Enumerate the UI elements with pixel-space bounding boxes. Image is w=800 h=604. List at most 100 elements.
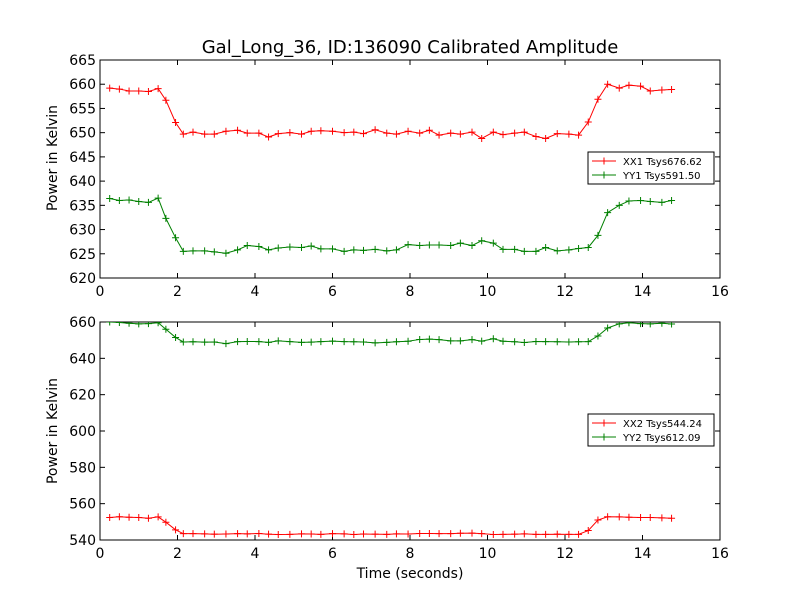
bottom-series-1-point xyxy=(162,518,170,526)
top-series-1-point xyxy=(489,128,497,136)
top-series-1-point xyxy=(499,131,507,139)
bottom-series-2-point xyxy=(511,338,519,346)
bottom-y-tick-label: 600 xyxy=(69,424,96,440)
top-series-2-point xyxy=(468,242,476,250)
top-series-1-point xyxy=(435,131,443,139)
bottom-series-1-point xyxy=(456,529,464,537)
bottom-series-2-point xyxy=(416,335,424,343)
bottom-series-1-point xyxy=(135,513,143,521)
top-plot-panel: 0 2 4 6 8 10 12 14 16 620 625 630 635 640 645 650 655 660… xyxy=(69,53,729,300)
chart-title: Gal_Long_36, ID:136090 Calibrated Amplit… xyxy=(202,37,619,58)
top-series-2-point xyxy=(222,249,230,257)
bottom-series-1-point xyxy=(298,530,305,538)
bottom-series-2-point xyxy=(189,338,197,346)
top-series-1-point xyxy=(584,118,592,126)
bottom-series-2-point xyxy=(542,338,550,346)
bottom-series-2-point xyxy=(478,337,486,345)
bottom-series-2-point xyxy=(604,324,612,332)
bottom-series-2-point xyxy=(172,333,180,341)
bottom-series-1-point xyxy=(371,530,379,538)
top-y-axis-label: Power in Kelvin xyxy=(45,105,61,211)
bottom-series-2-point xyxy=(435,336,443,344)
top-series-2-point xyxy=(210,248,218,256)
bottom-series-1-point xyxy=(553,530,561,538)
top-series-2-point xyxy=(265,246,273,254)
top-series-1-point xyxy=(210,130,218,138)
top-series-2-point xyxy=(340,247,348,255)
bottom-series-1-point xyxy=(265,530,273,538)
bottom-series-1-point xyxy=(243,530,251,538)
top-x-tick-label: 6 xyxy=(328,284,337,300)
top-series-1-point xyxy=(565,130,573,138)
bottom-series-1-point xyxy=(179,530,187,538)
bottom-x-axis-label: Time (seconds) xyxy=(356,566,464,582)
top-series-2-point xyxy=(125,196,133,204)
top-series-1-point xyxy=(234,126,242,134)
top-series-group xyxy=(106,80,676,257)
bottom-series-2-point xyxy=(243,337,251,345)
bottom-series-2-point xyxy=(468,336,476,344)
top-series-1-point xyxy=(222,127,230,135)
bottom-series-1-point xyxy=(625,513,633,521)
top-x-tick-label: 4 xyxy=(251,284,260,300)
bottom-series-2-point xyxy=(447,337,455,345)
bottom-series-2-point xyxy=(179,338,187,346)
bottom-series-1-point xyxy=(360,530,367,538)
top-series-2-point xyxy=(179,247,187,255)
top-y-tick-label: 635 xyxy=(69,198,96,214)
top-series-1-point xyxy=(125,87,133,95)
bottom-y-tick-label: 660 xyxy=(69,315,96,331)
top-series-2-point xyxy=(584,243,592,251)
bottom-series-2-point xyxy=(222,340,230,348)
top-series-1-point xyxy=(447,129,455,137)
top-legend-marker-2 xyxy=(600,171,608,179)
top-series-line-2 xyxy=(109,197,672,254)
top-series-2-point xyxy=(658,198,666,206)
top-y-tick-label: 625 xyxy=(69,247,96,263)
top-series-2-point xyxy=(243,242,251,250)
bottom-x-tick-label: 0 xyxy=(96,546,105,562)
bottom-series-1-point xyxy=(575,530,583,538)
bottom-series-1-point xyxy=(404,530,412,538)
bottom-series-1-point xyxy=(468,529,476,537)
top-series-2-point xyxy=(511,245,519,253)
bottom-series-2-point xyxy=(234,338,242,346)
bottom-series-1-point xyxy=(392,530,400,538)
bottom-legend-box xyxy=(587,413,715,447)
bottom-series-line-2 xyxy=(109,322,672,345)
top-y-tick-label: 660 xyxy=(69,77,96,93)
top-series-2-point xyxy=(435,241,443,249)
top-series-1-point xyxy=(298,130,305,138)
bottom-x-tick-label: 4 xyxy=(251,546,260,562)
top-series-2-point xyxy=(646,197,654,205)
top-series-2-point xyxy=(350,246,358,254)
bottom-series-2-point xyxy=(584,338,592,346)
bottom-series-2-point xyxy=(532,337,540,345)
top-legend-marker-1 xyxy=(600,157,608,165)
bottom-series-1-point xyxy=(615,513,623,521)
top-y-tick-label: 655 xyxy=(69,101,96,117)
top-series-2-point xyxy=(447,242,455,250)
top-series-1-point xyxy=(404,127,412,135)
bottom-series-2-point xyxy=(392,338,400,346)
bottom-series-2-point xyxy=(350,338,358,346)
top-series-1-point xyxy=(542,134,550,142)
bottom-series-2-point xyxy=(625,322,633,327)
bottom-series-2-point xyxy=(274,337,282,345)
top-series-line-1 xyxy=(109,83,672,140)
bottom-series-1-point xyxy=(565,530,573,538)
top-series-1-point xyxy=(162,96,170,104)
bottom-legend: XX2 Tsys544.24 YY2 Tsys612.09 xyxy=(587,413,715,447)
top-series-1-point xyxy=(456,130,464,138)
top-series-1-point xyxy=(201,130,209,138)
bottom-series-1-point xyxy=(340,530,348,538)
bottom-series-2-point xyxy=(255,338,263,346)
bottom-series-2-point xyxy=(298,338,305,346)
bottom-series-2-point xyxy=(371,339,379,347)
bottom-series-2-point xyxy=(125,322,133,327)
bottom-series-1-point xyxy=(307,530,315,538)
top-x-tick-label: 12 xyxy=(556,284,574,300)
bottom-x-tick-label: 14 xyxy=(634,546,652,562)
